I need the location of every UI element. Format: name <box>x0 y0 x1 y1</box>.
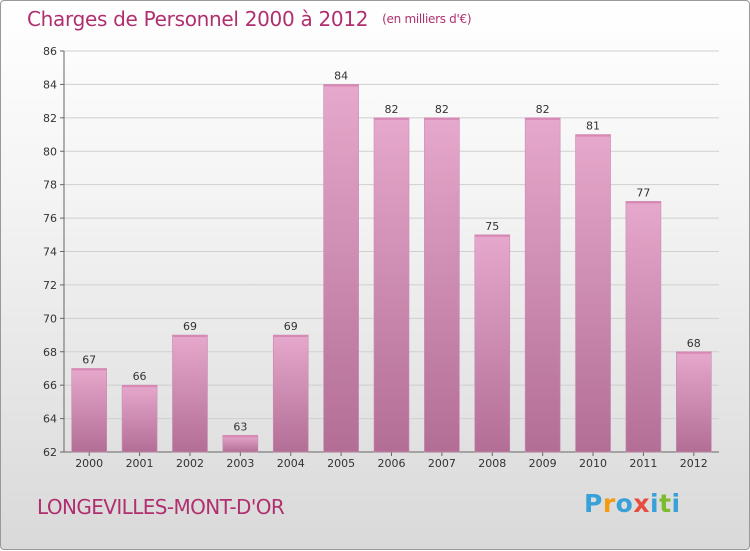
x-tick-label-2002: 2002 <box>176 457 204 470</box>
town-name: LONGEVILLES-MONT-D'OR <box>37 495 285 519</box>
bar-2001 <box>121 384 158 453</box>
chart-title-text: Charges de Personnel 2000 à 2012 <box>27 7 369 31</box>
label-layer: 67 66 69 63 69 84 82 82 75 82 81 77 68 <box>82 69 701 433</box>
bar-2006 <box>373 117 410 453</box>
y-tick-label: 64 <box>43 413 57 426</box>
logo-letter: r <box>602 489 616 518</box>
value-label-2006: 82 <box>385 103 399 116</box>
x-tick-label-2012: 2012 <box>680 457 708 470</box>
y-tick-label: 84 <box>43 78 57 91</box>
value-label-2001: 66 <box>133 370 147 383</box>
bar-2010 <box>575 134 611 453</box>
x-tick-label-2007: 2007 <box>428 457 456 470</box>
value-label-2009: 82 <box>536 103 550 116</box>
value-label-2010: 81 <box>586 120 600 133</box>
logo-letter: x <box>633 489 650 518</box>
bar-top-2000 <box>71 368 107 371</box>
bar-2008 <box>474 234 511 453</box>
y-tick-label: 80 <box>43 145 57 158</box>
bar-2007 <box>424 117 460 453</box>
bar-top-2004 <box>273 335 309 338</box>
bar-2012 <box>676 351 712 453</box>
logo-letter: i <box>671 489 681 518</box>
unit-note: (en milliers d'€) <box>382 12 472 26</box>
x-tick-label-2009: 2009 <box>529 457 557 470</box>
axis-layer: 62 64 66 68 70 72 74 76 78 80 82 84 86 2000 2001 2002 20… <box>43 45 719 470</box>
x-tick-label-2011: 2011 <box>629 457 657 470</box>
value-label-2011: 77 <box>636 186 650 199</box>
x-tick-label-2001: 2001 <box>126 457 154 470</box>
y-tick-label: 78 <box>43 179 57 192</box>
x-tick-label-2003: 2003 <box>226 457 254 470</box>
bar-2002 <box>172 334 208 453</box>
x-tick-label-2005: 2005 <box>327 457 355 470</box>
proxiti-logo[interactable]: Proxiti <box>584 489 681 518</box>
x-tick-label-2006: 2006 <box>378 457 406 470</box>
logo-letter: o <box>615 489 634 518</box>
bar-layer <box>71 84 712 453</box>
value-label-2004: 69 <box>284 320 298 333</box>
bar-2003 <box>222 434 259 453</box>
x-tick-label-2004: 2004 <box>277 457 305 470</box>
y-tick-label: 68 <box>43 346 57 359</box>
bar-top-2007 <box>424 117 460 120</box>
x-tick-label-2010: 2010 <box>579 457 607 470</box>
y-tick-label: 86 <box>43 45 57 58</box>
bar-top-2001 <box>122 385 158 388</box>
y-tick-label: 62 <box>43 446 57 459</box>
bar-top-2003 <box>222 435 258 438</box>
value-label-2008: 75 <box>485 220 499 233</box>
bar-top-2005 <box>323 84 359 87</box>
value-label-2007: 82 <box>435 103 449 116</box>
chart-title: Charges de Personnel 2000 à 2012 (en mill… <box>27 7 472 31</box>
value-label-2005: 84 <box>334 69 348 82</box>
y-tick-label: 72 <box>43 279 57 292</box>
bar-2011 <box>625 201 662 453</box>
value-label-2002: 69 <box>183 320 197 333</box>
bar-top-2010 <box>575 134 611 137</box>
bar-top-2006 <box>374 117 409 120</box>
value-label-2000: 67 <box>82 353 96 366</box>
x-tick-label-2008: 2008 <box>478 457 506 470</box>
bar-2009 <box>524 117 561 453</box>
bar-top-2008 <box>474 234 510 237</box>
logo-letter: t <box>659 489 672 518</box>
logo-letter: P <box>584 489 603 518</box>
logo-letter: i <box>650 489 660 518</box>
value-label-2012: 68 <box>687 337 701 350</box>
bar-top-2009 <box>525 117 561 120</box>
y-tick-label: 74 <box>43 246 57 259</box>
x-tick-label-2000: 2000 <box>75 457 103 470</box>
y-tick-label: 82 <box>43 112 57 125</box>
bar-2004 <box>272 334 309 453</box>
value-label-2003: 63 <box>233 420 247 433</box>
bar-top-2011 <box>625 201 661 204</box>
bar-top-2012 <box>676 351 712 354</box>
y-tick-label: 70 <box>43 312 57 325</box>
bar-top-2002 <box>172 335 208 338</box>
y-tick-label: 76 <box>43 212 57 225</box>
bar-2000 <box>71 368 107 453</box>
y-tick-label: 66 <box>43 379 57 392</box>
bar-2005 <box>323 84 359 453</box>
